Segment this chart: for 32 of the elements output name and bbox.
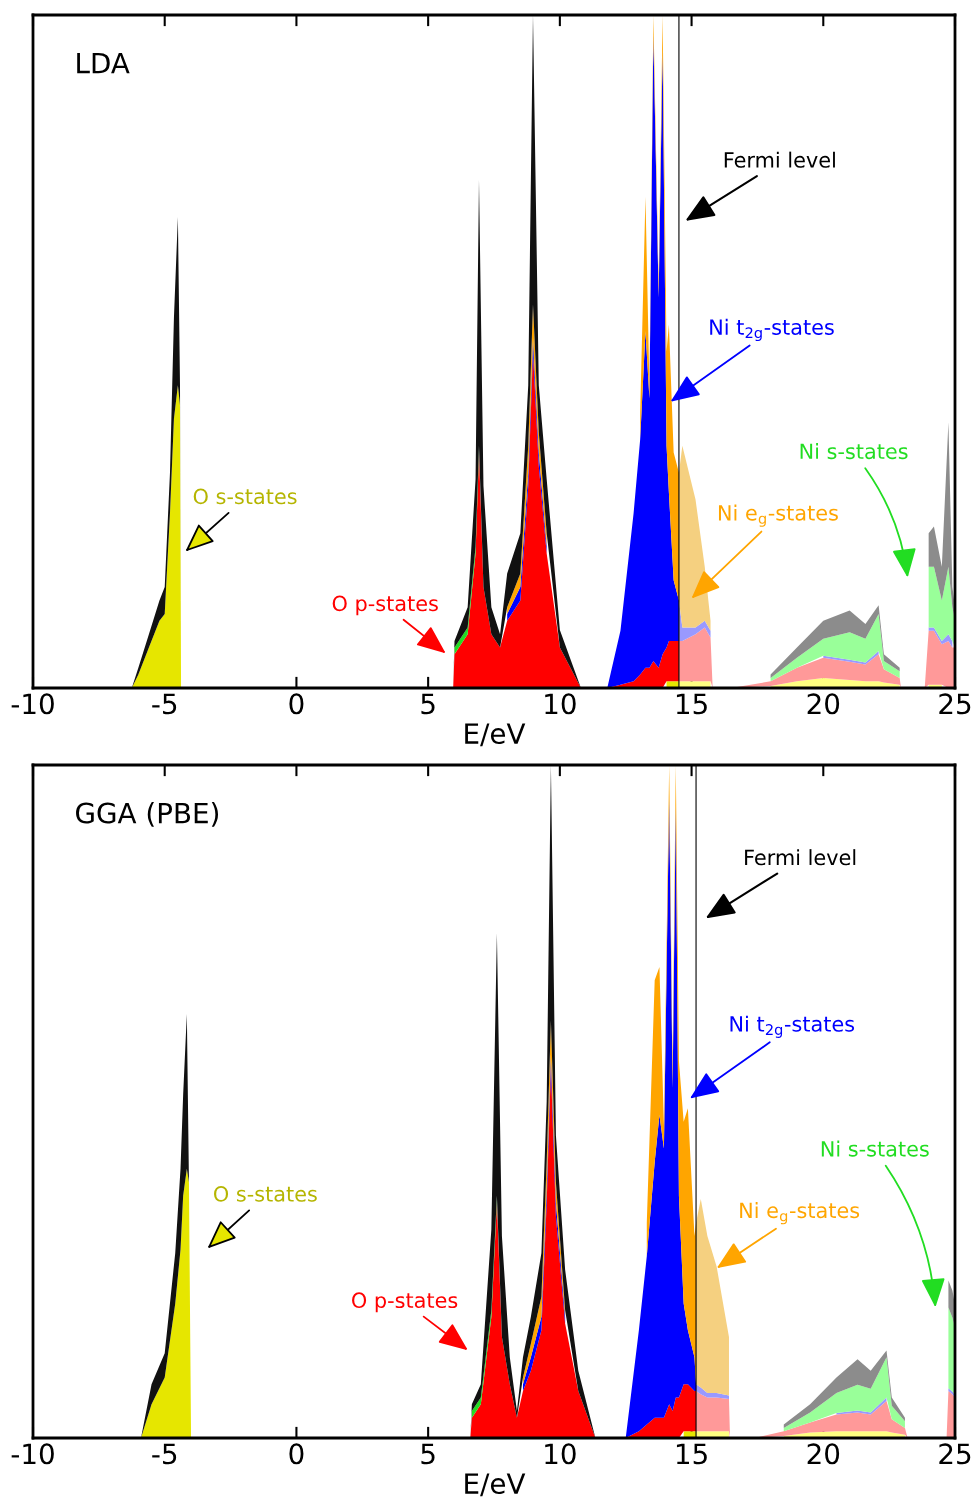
x-tick-label: 25 (939, 693, 971, 715)
x-tick-label: 15 (676, 693, 707, 715)
x-tick-label: 15 (676, 1443, 707, 1465)
x-tick-label: 25 (939, 1443, 971, 1465)
annotation: Ni s-states (821, 1140, 929, 1157)
x-tick-label: -10 (11, 1443, 54, 1465)
text: GGA (PBE) (76, 802, 219, 827)
x-axis-title: E/eV (465, 723, 526, 747)
annotation: O s-states (214, 1186, 317, 1202)
x-tick-label: 0 (289, 1443, 304, 1465)
x-tick-label: -10 (11, 693, 54, 715)
x-tick-label: 0 (289, 693, 304, 715)
annotation: Ni s-states (800, 443, 908, 460)
ref-line-label: Fermi level (745, 849, 856, 866)
annotation: O p-states (352, 1292, 458, 1313)
annotation: O p-states (332, 595, 438, 616)
x-tick-label: -5 (152, 693, 177, 715)
annotation: Ni e$_{g}$-states (718, 504, 838, 527)
x-tick-label: 10 (545, 1443, 576, 1465)
x-tick-label: 20 (807, 1443, 840, 1465)
ref-line-label: Fermi level (724, 151, 835, 168)
annotation: Ni t$_{2g}$-states (710, 318, 834, 342)
x-tick-label: 20 (807, 693, 840, 715)
annotation: Ni t$_{2g}$-states (730, 1015, 855, 1038)
x-axis-title: E/eV (465, 1473, 526, 1497)
x-tick-label: 5 (421, 693, 435, 715)
annotation: O s-states (193, 488, 297, 505)
text: LDA (77, 52, 130, 74)
x-tick-label: 5 (421, 1443, 435, 1465)
annotation: Ni e$_{g}$-states (740, 1202, 860, 1225)
x-tick-label: -5 (152, 1443, 177, 1465)
x-tick-label: 10 (545, 693, 576, 715)
